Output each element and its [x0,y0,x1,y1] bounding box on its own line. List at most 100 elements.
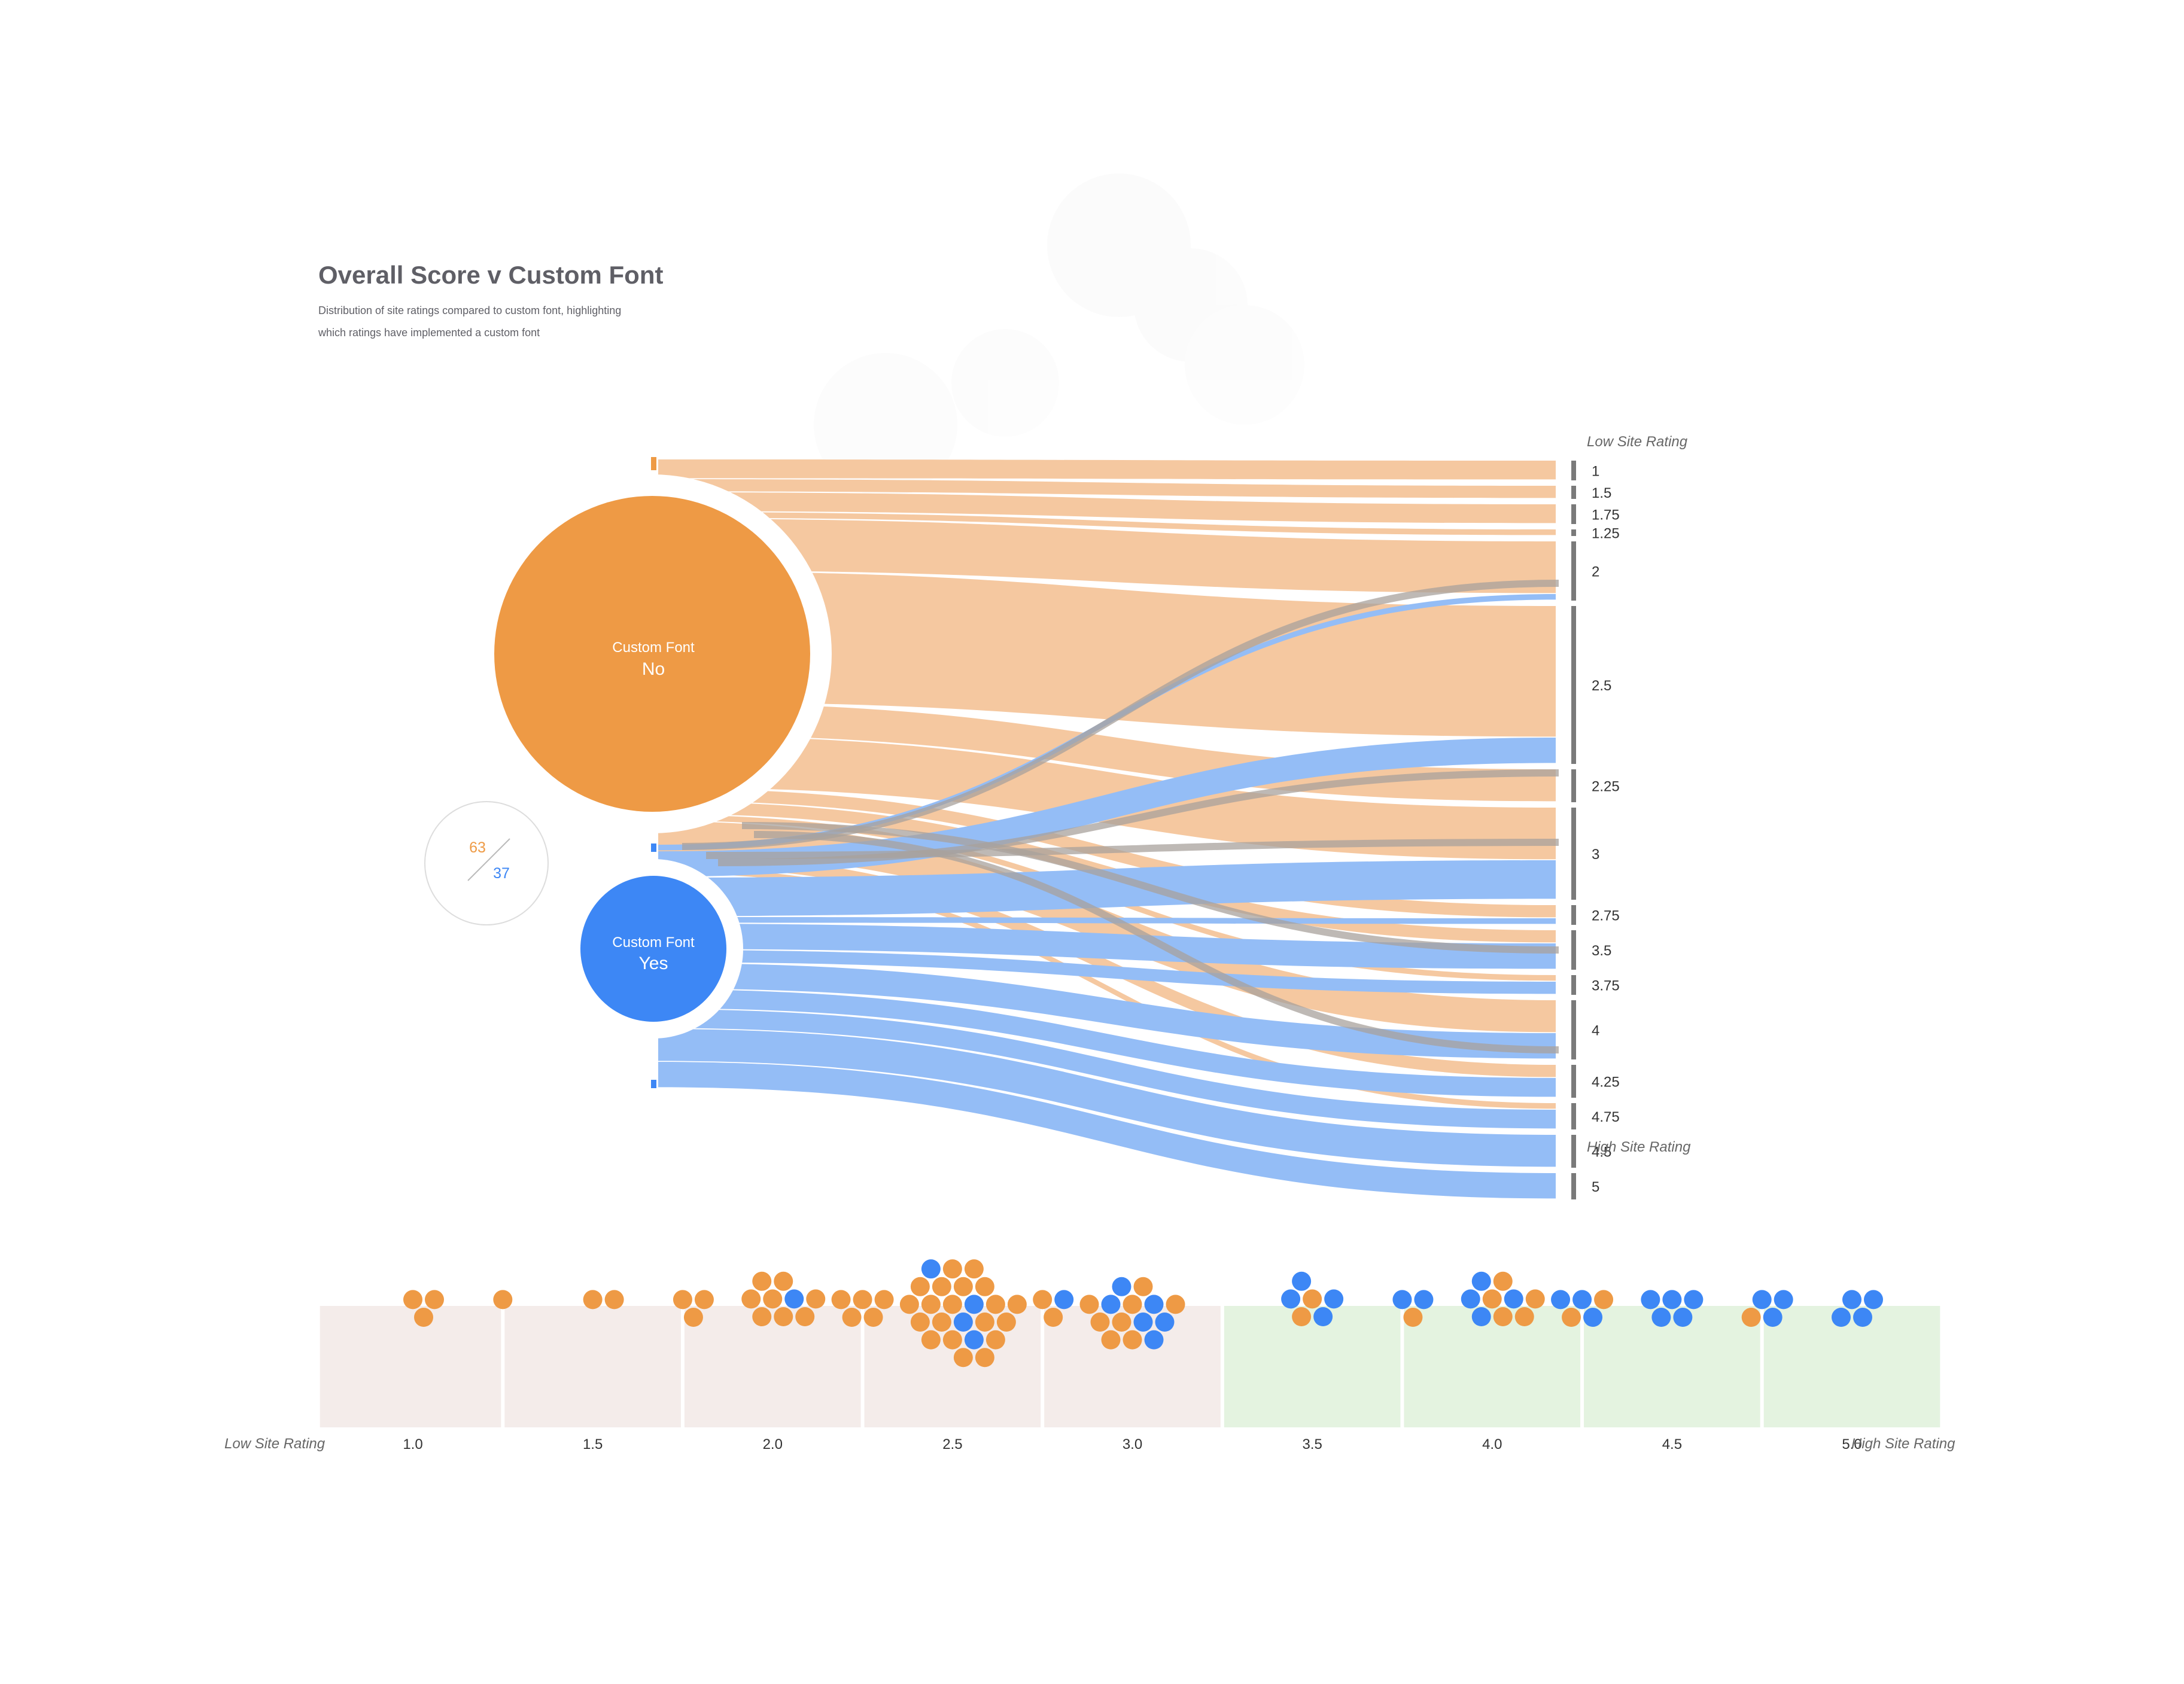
highlight-strand [741,822,1559,954]
beeswarm-ticks: 1.0 1.5 2.0 2.5 3.0 3.5 4.0 4.5 5.0 [403,1436,1861,1452]
beeswarm-dot [1101,1330,1121,1350]
beeswarm-dot [414,1308,433,1327]
beeswarm-dot [1054,1290,1074,1310]
subtitle-line-1: Distribution of site ratings compared to… [318,304,621,316]
beeswarm-dot [1101,1295,1121,1314]
beeswarm-band [1404,1306,1581,1427]
summary-no-count: 63 [469,839,486,856]
beeswarm-dot [1166,1295,1185,1314]
target-bar-2.5 [1571,606,1576,764]
beeswarm-dot [1281,1289,1301,1309]
summary-badge: 63 37 [424,801,549,925]
target-bar-2.75 [1571,905,1576,925]
flow-no-to-2 [658,519,1556,593]
beeswarm-tick: 3.0 [1123,1436,1142,1452]
beeswarm-tick: 4.0 [1482,1436,1502,1452]
beeswarm-dot [964,1295,984,1314]
flow-yes-to-2.75 [658,917,1556,924]
flow-no-to-1.75 [658,492,1556,523]
beeswarm-dot [1842,1290,1861,1310]
beeswarm-high-label: High Site Rating [1851,1436,1955,1452]
beeswarm-dot [1471,1307,1491,1327]
beeswarm-dot [1572,1290,1592,1310]
beeswarm-dot [899,1295,919,1314]
beeswarm-dot [1551,1290,1571,1310]
beeswarm-dot [1651,1308,1671,1327]
beeswarm-dot [1774,1290,1793,1310]
beeswarm-bands [320,1306,1940,1427]
beeswarm-dot [1504,1289,1523,1309]
beeswarm-tick: 1.0 [403,1436,422,1452]
background-decoration [814,173,1304,497]
beeswarm-dot [863,1308,883,1327]
beeswarm-dot [1493,1307,1513,1327]
target-bar-4.5 [1571,1135,1576,1168]
beeswarm-dot [1461,1289,1480,1309]
beeswarm-dot [953,1348,973,1368]
beeswarm-tick: 2.5 [942,1436,962,1452]
flow-yes-to-3.5 [658,924,1556,969]
beeswarm-dot [921,1330,941,1350]
beeswarm-dot [1292,1307,1312,1327]
beeswarm-dot [774,1271,793,1291]
beeswarm-tick: 1.5 [583,1436,603,1452]
beeswarm-dots [403,1259,1883,1368]
beeswarm-dot [1832,1308,1851,1327]
target-bar-1.25 [1571,529,1576,536]
flow-yes-to-4.25 [658,989,1556,1097]
beeswarm-chart: 1.0 1.5 2.0 2.5 3.0 3.5 4.0 4.5 5.0 [320,1259,1940,1452]
highlight-strand [753,831,1559,1053]
beeswarm-dot [932,1277,951,1296]
beeswarm-dot [975,1313,994,1332]
source-node-yes: Custom Font Yes [564,859,743,1039]
target-bar-1.75 [1571,504,1576,524]
beeswarm-dot [673,1290,692,1310]
beeswarm-band [320,1306,501,1427]
beeswarm-dot [1673,1308,1693,1327]
beeswarm-dot [1594,1290,1614,1310]
beeswarm-dot [953,1277,973,1296]
target-bar-4.25 [1571,1065,1576,1098]
source-stub-no-top [651,457,656,470]
target-bar-2.25 [1571,769,1576,802]
source-node-no: Custom Font No [473,474,832,833]
target-label: 4 [1592,1023,1599,1039]
target-bar-1.5 [1571,486,1576,499]
target-bar-5 [1571,1173,1576,1199]
beeswarm-dot [1662,1290,1682,1310]
target-bar-1 [1571,461,1576,480]
beeswarm-dot [774,1307,793,1327]
target-label: 2.75 [1592,908,1620,924]
beeswarm-dot [975,1277,994,1296]
target-bar-2 [1571,541,1576,601]
beeswarm-dot [1313,1307,1333,1327]
flow-no-to-4.25 [658,854,1556,1077]
flow-yes-to-4.75 [658,1009,1556,1129]
sankey-low-label: Low Site Rating [1587,434,1688,450]
flow-yes-to-4 [658,963,1556,1059]
beeswarm-dot [1493,1271,1513,1291]
source-stub-yes-bottom [651,1080,656,1088]
beeswarm-tick: 5.0 [1842,1436,1861,1452]
beeswarm-dot [583,1290,603,1310]
beeswarm-dot [1741,1308,1761,1327]
beeswarm-dot [921,1259,941,1279]
beeswarm-band [504,1306,681,1427]
beeswarm-low-label: Low Site Rating [224,1436,326,1452]
beeswarm-dot [1471,1271,1491,1291]
beeswarm-dot [1112,1313,1131,1332]
beeswarm-dot [694,1290,714,1310]
beeswarm-dot [1641,1290,1660,1310]
beeswarm-dot [1392,1290,1412,1310]
beeswarm-dot [1133,1277,1153,1296]
sankey-high-label: High Site Rating [1587,1139,1691,1155]
beeswarm-dot [985,1330,1005,1350]
beeswarm-dot [1133,1313,1153,1332]
source-stub-yes-top [651,843,656,852]
page-title: Overall Score v Custom Font [318,261,663,289]
beeswarm-tick: 4.5 [1662,1436,1682,1452]
beeswarm-dot [975,1348,994,1368]
beeswarm-dot [1403,1308,1423,1327]
beeswarm-dot [1292,1271,1312,1291]
